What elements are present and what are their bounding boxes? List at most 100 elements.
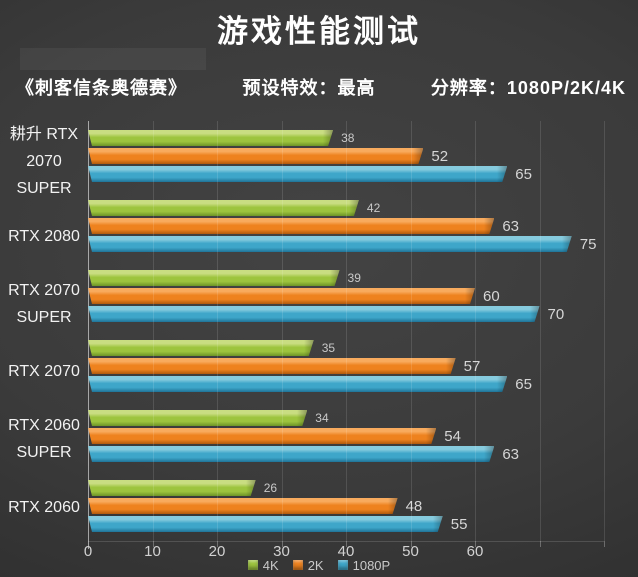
- subtitle-preset: 预设特效：最高: [242, 78, 376, 98]
- bar-line: 57: [88, 357, 604, 375]
- bar-line: 38: [88, 130, 604, 146]
- category-axis: 耕升 RTX 2070 SUPER RTX 2080 RTX 2070 SUPER RTX …: [0, 121, 88, 541]
- x-axis-tick-labels: 0 10 20 30 40 50 60: [84, 543, 604, 563]
- bar-1080p-rtx-2060-super: [88, 446, 494, 462]
- plot-area: 38 52 65 42 63 75 39 60 70 35 57 65 34 54 63 26 48 55: [88, 121, 605, 549]
- gridline: [281, 121, 283, 541]
- bar-line: 63: [88, 445, 604, 463]
- bar-line: 70: [88, 305, 604, 323]
- bar-4k-rtx-2080: [88, 200, 359, 216]
- category-label-line: SUPER: [16, 180, 72, 198]
- bar-line: 75: [88, 235, 604, 253]
- gridline: [217, 121, 218, 541]
- bar-line: 52: [88, 147, 604, 165]
- watermark-strip: [20, 48, 206, 70]
- bar-line: 39: [88, 270, 604, 286]
- bar-value-label: 70: [547, 305, 565, 323]
- gridline: [539, 121, 541, 541]
- axis-tick-mark: [410, 541, 412, 547]
- category-label-line: RTX 2070: [8, 363, 80, 381]
- legend-item-4k: 4K: [247, 557, 279, 573]
- bar-4k-rtx-2060: [88, 480, 256, 496]
- bar-line: 63: [88, 217, 604, 235]
- gridline: [410, 121, 412, 541]
- x-tick-label: 20: [208, 543, 226, 560]
- bar-value-label: 38: [341, 131, 355, 145]
- bar-rows: 38 52 65 42 63 75 39 60 70 35 57 65 34 54 63 26 48 55: [88, 121, 604, 541]
- bar-value-label: 35: [321, 341, 336, 355]
- axis-tick-mark: [346, 541, 347, 547]
- bar-line: 42: [88, 200, 604, 216]
- bar-value-label: 63: [502, 217, 520, 235]
- axis-tick-mark: [217, 541, 218, 547]
- bar-value-label: 39: [347, 271, 361, 285]
- y-axis-line: [88, 121, 89, 549]
- category-label-line: 耕升 RTX: [9, 126, 79, 143]
- legend-label: 2K: [307, 557, 324, 573]
- bar-line: 65: [88, 165, 604, 183]
- bar-2k-rtx-2060: [88, 498, 398, 514]
- bar-line: 54: [88, 427, 604, 445]
- category-label-line: RTX 2080: [8, 227, 80, 245]
- category-label-line: RTX 2060: [8, 498, 80, 516]
- bar-value-label: 34: [315, 411, 329, 425]
- bar-value-label: 52: [431, 147, 449, 165]
- bar-value-label: 60: [483, 287, 500, 305]
- gridline: [475, 121, 476, 541]
- bar-value-label: 63: [502, 445, 520, 463]
- category-label: RTX 2060: [0, 473, 88, 541]
- bar-group: 35 57 65: [88, 331, 604, 401]
- bar-group: 26 48 55: [88, 471, 604, 541]
- category-label-line: SUPER: [16, 309, 72, 327]
- category-label-line: SUPER: [16, 444, 72, 462]
- bar-2k-耕升-rtx-2070-super: [88, 148, 423, 164]
- axis-tick-mark: [152, 541, 154, 547]
- gridline: [152, 121, 154, 541]
- category-label: 耕升 RTX 2070 SUPER: [0, 121, 88, 203]
- x-tick-label: 50: [402, 543, 419, 560]
- axis-tick-mark: [475, 541, 476, 547]
- bar-line: 26: [88, 480, 604, 496]
- bar-2k-rtx-2080: [88, 218, 494, 234]
- x-tick-label: 0: [83, 543, 93, 560]
- legend-item-1080p: 1080P: [337, 557, 391, 573]
- bar-line: 48: [88, 497, 604, 515]
- category-label-line: RTX 2060: [8, 417, 80, 435]
- bar-value-label: 75: [579, 235, 597, 253]
- bar-4k-耕升-rtx-2070-super: [88, 130, 333, 146]
- bar-4k-rtx-2070: [88, 340, 314, 356]
- bar-4k-rtx-2070-super: [88, 270, 340, 286]
- legend-label: 1080P: [352, 557, 391, 573]
- bar-line: 34: [88, 410, 604, 426]
- bar-value-label: 65: [515, 375, 532, 393]
- legend-item-2k: 2K: [292, 557, 324, 573]
- axis-tick-mark: [281, 541, 283, 547]
- bar-group: 39 60 70: [88, 261, 604, 331]
- bar-1080p-rtx-2070: [88, 376, 507, 392]
- bar-value-label: 65: [515, 165, 532, 183]
- x-tick-label: 40: [337, 543, 355, 560]
- legend-swatch-1080p: [337, 560, 348, 570]
- bar-group: 38 52 65: [88, 121, 604, 191]
- legend-swatch-4k: [247, 560, 258, 570]
- bar-4k-rtx-2060-super: [88, 410, 307, 426]
- category-label: RTX 2060 SUPER: [0, 406, 88, 474]
- bar-1080p-rtx-2060: [88, 516, 443, 532]
- legend-swatch-2k: [292, 560, 303, 570]
- bar-value-label: 55: [450, 515, 468, 533]
- bar-group: 42 63 75: [88, 191, 604, 261]
- subtitle-resolution: 分辨率：1080P/2K/4K: [430, 78, 626, 98]
- bar-value-label: 57: [463, 357, 481, 375]
- bar-chart: 耕升 RTX 2070 SUPER RTX 2080 RTX 2070 SUPER RTX …: [0, 121, 638, 549]
- category-label-line: 2070: [26, 153, 62, 171]
- bar-line: 65: [88, 375, 604, 393]
- bar-2k-rtx-2060-super: [88, 428, 436, 444]
- subtitle-game-name: 《刺客信条奥德赛》: [16, 78, 187, 98]
- category-label: RTX 2070: [0, 338, 88, 406]
- legend-label: 4K: [262, 557, 279, 573]
- x-tick-label: 10: [144, 543, 161, 560]
- bar-line: 35: [88, 340, 604, 356]
- bar-value-label: 54: [444, 427, 461, 445]
- bar-value-label: 48: [405, 497, 423, 515]
